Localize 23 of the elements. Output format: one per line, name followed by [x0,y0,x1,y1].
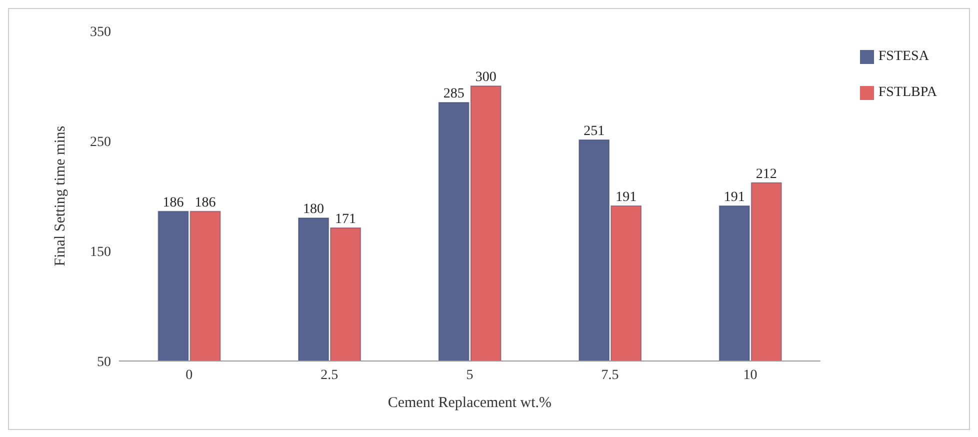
data-label: 191 [616,190,637,205]
x-tick-label: 5 [466,368,474,383]
legend-label: FSTESA [878,49,929,64]
data-label: 186 [162,195,184,210]
data-label: 212 [756,166,777,182]
data-label: 285 [443,86,464,102]
legend-label: FSTLBPA [878,85,937,100]
x-tick-label: 10 [743,368,758,383]
y-tick-label: 50 [97,354,111,370]
data-label: 186 [194,195,216,210]
y-axis-title: Final Setting time mins [52,126,68,266]
y-tick-label: 150 [90,244,111,260]
x-tick-label: 0 [186,368,193,383]
data-label: 300 [475,70,496,85]
x-tick-label: 7.5 [601,368,619,383]
y-tick-label: 350 [90,24,111,40]
data-label: 171 [335,212,356,227]
data-label: 180 [303,202,324,217]
x-tick-label: 2.5 [320,368,338,383]
data-label: 191 [724,190,745,205]
y-tick-label: 250 [90,134,111,150]
data-label: 251 [584,124,605,139]
x-axis-title: Cement Replacement wt.% [388,395,552,411]
